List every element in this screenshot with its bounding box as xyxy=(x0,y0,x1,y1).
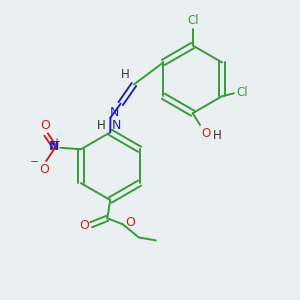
Text: +: + xyxy=(52,137,60,148)
Text: Cl: Cl xyxy=(187,14,199,27)
Text: Cl: Cl xyxy=(236,86,248,99)
Text: O: O xyxy=(39,164,49,176)
Text: N: N xyxy=(110,106,119,119)
Text: N: N xyxy=(112,119,121,132)
Text: H: H xyxy=(97,119,106,132)
Text: O: O xyxy=(40,119,50,132)
Text: O: O xyxy=(202,127,211,140)
Text: H: H xyxy=(213,129,221,142)
Text: −: − xyxy=(29,157,39,166)
Text: O: O xyxy=(125,216,135,229)
Text: N: N xyxy=(49,140,59,153)
Text: O: O xyxy=(79,219,89,232)
Text: H: H xyxy=(121,68,130,81)
